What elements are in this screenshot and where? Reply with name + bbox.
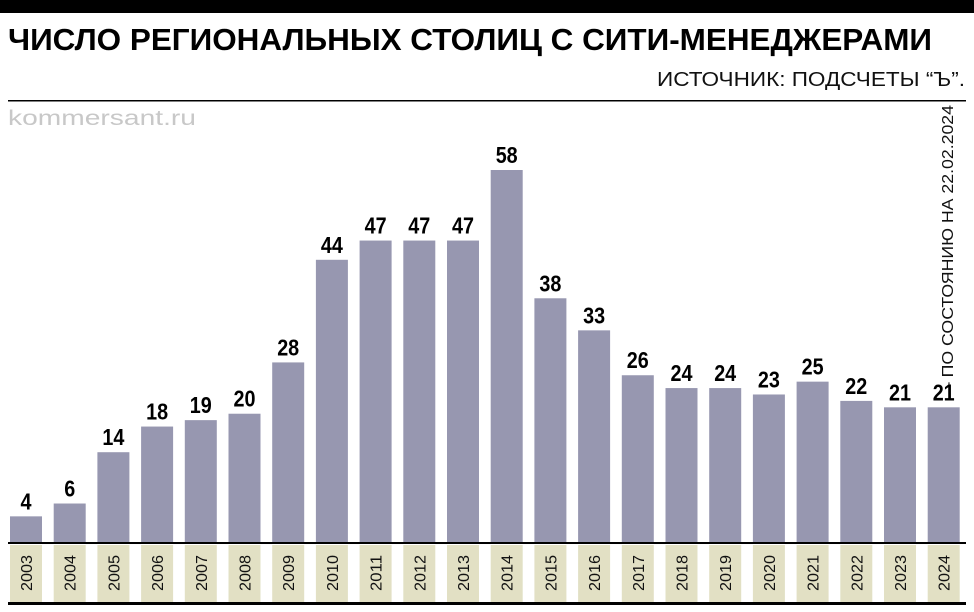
- year-cell-2007: [184, 545, 217, 602]
- data-label-2014: 58: [496, 142, 518, 168]
- x-tick-label-2005: 2005: [106, 555, 123, 591]
- x-tick-label-2019: 2019: [718, 555, 735, 591]
- bar-2023: [884, 407, 916, 542]
- data-label-2024: 21: [933, 379, 955, 405]
- year-cell-2008: [228, 545, 261, 602]
- bar-2012: [403, 240, 436, 542]
- data-label-2009: 28: [277, 334, 299, 360]
- bar-2009: [272, 362, 305, 542]
- bar-2019: [709, 388, 742, 542]
- year-cell-2009: [272, 545, 305, 602]
- data-label-2016: 33: [583, 302, 605, 328]
- year-cell-2011: [359, 545, 392, 602]
- x-tick-label-2009: 2009: [281, 555, 298, 591]
- data-label-2007: 19: [190, 392, 212, 418]
- x-tick-label-2024: 2024: [937, 555, 954, 591]
- bar-2020: [752, 394, 785, 542]
- bar-2018: [665, 388, 698, 542]
- bar-2008: [228, 413, 261, 542]
- year-cell-2024: [927, 545, 960, 602]
- data-label-2008: 20: [234, 386, 256, 412]
- x-tick-label-2007: 2007: [194, 555, 211, 591]
- bar-2004: [53, 503, 86, 542]
- bar-2006: [141, 426, 174, 542]
- x-tick-label-2004: 2004: [63, 555, 80, 591]
- year-cell-2023: [884, 545, 916, 602]
- date-note: — ПО СОСТОЯНИЮ НА 22.02.2024: [940, 105, 957, 400]
- year-cell-2014: [490, 545, 523, 602]
- data-label-2004: 6: [64, 476, 75, 502]
- data-label-2010: 44: [321, 232, 343, 258]
- x-tick-label-2012: 2012: [412, 555, 429, 591]
- year-cell-2022: [840, 545, 873, 602]
- bar-2011: [359, 240, 392, 542]
- data-label-2019: 24: [714, 360, 736, 386]
- x-tick-label-2006: 2006: [150, 555, 167, 591]
- bar-2015: [534, 298, 567, 542]
- header-rule: [8, 100, 966, 102]
- x-tick-label-2020: 2020: [762, 555, 779, 591]
- x-tick-label-2018: 2018: [675, 555, 692, 591]
- year-cell-2016: [578, 545, 611, 602]
- data-label-2006: 18: [146, 399, 168, 425]
- year-cell-2004: [53, 545, 86, 602]
- data-label-2020: 23: [758, 366, 780, 392]
- year-cell-2015: [534, 545, 567, 602]
- chart-title: ЧИСЛО РЕГИОНАЛЬНЫХ СТОЛИЦ С СИТИ-МЕНЕДЖЕ…: [8, 22, 932, 57]
- x-tick-label-2023: 2023: [893, 555, 910, 591]
- bottom-rule: [8, 602, 966, 605]
- bar-2005: [97, 452, 130, 542]
- data-label-2012: 47: [408, 213, 430, 239]
- year-cell-2006: [141, 545, 174, 602]
- data-label-2022: 22: [845, 373, 867, 399]
- x-tick-label-2010: 2010: [325, 555, 342, 591]
- chart-source: ИСТОЧНИК: ПОДСЧЕТЫ “Ъ”.: [657, 69, 965, 91]
- data-label-2017: 26: [627, 347, 649, 373]
- bar-2014: [490, 170, 523, 542]
- x-tick-label-2003: 2003: [19, 555, 36, 591]
- bar-2007: [184, 420, 217, 542]
- year-cell-2021: [796, 545, 829, 602]
- data-label-2021: 25: [802, 354, 824, 380]
- data-label-2023: 21: [889, 379, 911, 405]
- data-label-2003: 4: [21, 488, 32, 514]
- data-label-2011: 47: [365, 213, 387, 239]
- data-label-2005: 14: [102, 424, 124, 450]
- data-label-2013: 47: [452, 213, 474, 239]
- year-cell-2020: [752, 545, 785, 602]
- year-cell-2019: [709, 545, 742, 602]
- x-tick-label-2016: 2016: [587, 555, 604, 591]
- year-cell-2017: [621, 545, 654, 602]
- year-cell-2010: [315, 545, 348, 602]
- x-tick-label-2021: 2021: [806, 555, 823, 591]
- watermark: kommersant.ru: [8, 107, 196, 130]
- top-black-bar: [0, 0, 974, 13]
- x-tick-label-2008: 2008: [238, 555, 255, 591]
- year-cell-2003: [10, 545, 42, 602]
- x-tick-label-2014: 2014: [500, 555, 517, 591]
- data-label-2018: 24: [671, 360, 693, 386]
- x-tick-label-2017: 2017: [631, 555, 648, 591]
- x-tick-label-2015: 2015: [543, 555, 560, 591]
- x-tick-label-2022: 2022: [849, 555, 866, 591]
- year-cell-2018: [665, 545, 698, 602]
- x-axis-line: [8, 542, 966, 544]
- bar-2010: [315, 259, 348, 542]
- year-cell-2005: [97, 545, 130, 602]
- bar-2003: [10, 516, 42, 542]
- bar-2021: [796, 381, 829, 542]
- x-tick-label-2013: 2013: [456, 555, 473, 591]
- bar-2013: [447, 240, 479, 542]
- year-cell-2013: [447, 545, 479, 602]
- x-tick-label-2011: 2011: [369, 555, 386, 591]
- bar-2017: [621, 375, 654, 542]
- data-label-2015: 38: [539, 270, 561, 296]
- bar-2022: [840, 400, 873, 542]
- year-cell-2012: [403, 545, 436, 602]
- bar-2024: [927, 407, 960, 542]
- bar-2016: [578, 330, 611, 542]
